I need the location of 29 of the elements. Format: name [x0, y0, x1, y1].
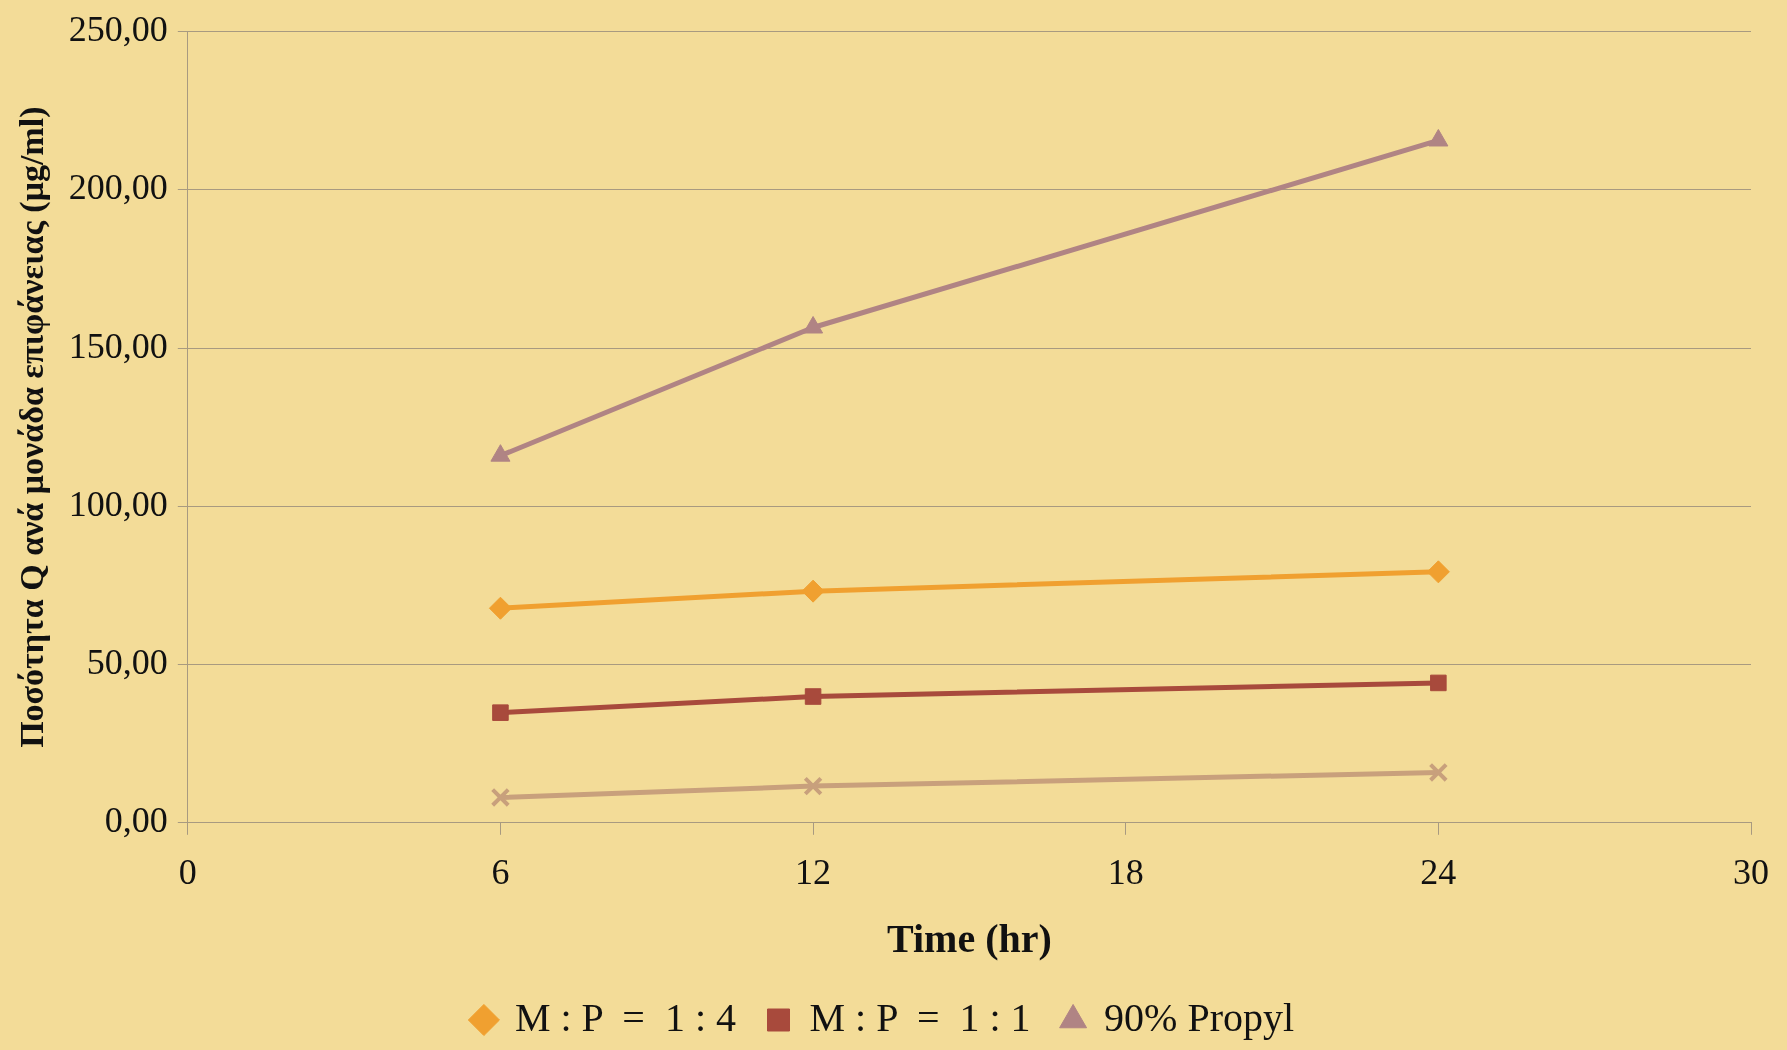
x-tick-label: 6: [491, 851, 510, 892]
point: [492, 704, 509, 721]
point: [803, 776, 823, 796]
y-tick-label: 50,00: [86, 642, 168, 683]
y-tick-label: 100,00: [68, 483, 168, 524]
point: [801, 579, 825, 603]
x-tick-label: 0: [178, 851, 197, 892]
point: [803, 316, 824, 334]
point: [804, 688, 822, 705]
y-axis-title: Ποσότητα Q ανά μονάδα επιφάνειας (μg/ml): [13, 106, 52, 748]
point: [490, 787, 511, 808]
x-tick-label: 24: [1420, 851, 1457, 892]
point: [488, 596, 512, 620]
y-tick-label: 250,00: [68, 9, 168, 50]
point: [1426, 560, 1450, 584]
x-tick-label: 12: [795, 851, 832, 892]
point: [1428, 128, 1449, 147]
y-tick-label: 150,00: [68, 325, 168, 366]
legend-label: M : P = 1 : 4: [514, 994, 737, 1040]
legend-label: M : P = 1 : 1: [809, 994, 1031, 1040]
x-tick-label: 30: [1733, 851, 1769, 892]
legend-label: 90% Propyl: [1104, 994, 1295, 1040]
point: [490, 444, 511, 462]
x-axis-title: Time (hr): [887, 916, 1052, 962]
x-tick-label: 18: [1107, 851, 1144, 892]
point: [1430, 674, 1447, 692]
point: [1428, 762, 1449, 783]
y-tick-label: 0,00: [104, 800, 168, 841]
y-tick-label: 200,00: [68, 167, 168, 208]
